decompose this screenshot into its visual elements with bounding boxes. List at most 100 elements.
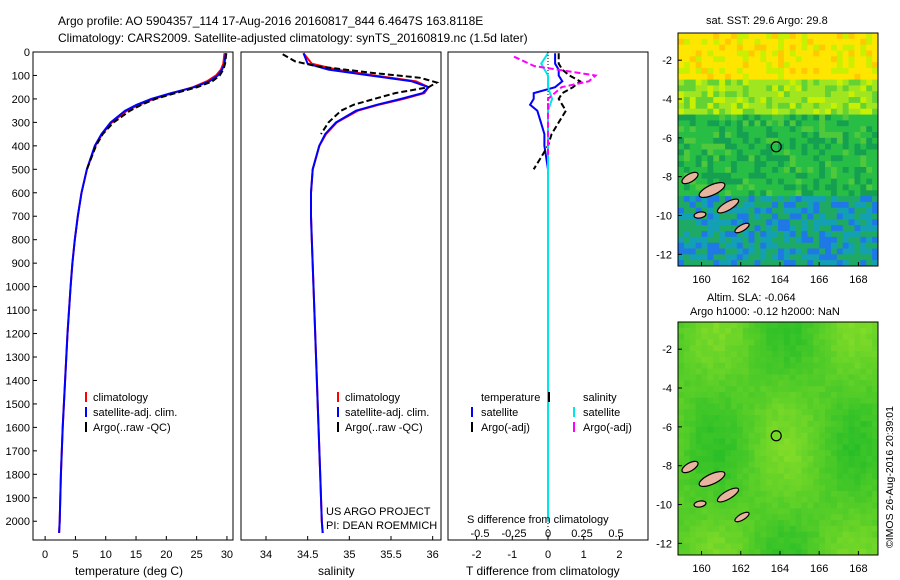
heatmap-cell — [866, 461, 873, 469]
heatmap-cell — [825, 254, 832, 261]
heatmap-cell — [683, 496, 691, 504]
heatmap-cell — [730, 520, 738, 527]
heatmap-cell — [813, 50, 820, 57]
heatmap-cell — [719, 397, 726, 405]
heatmap-cell — [778, 178, 785, 185]
heatmap-cell — [730, 178, 738, 185]
heatmap-cell — [730, 120, 738, 127]
heatmap-cell — [866, 143, 873, 151]
heatmap-cell — [689, 345, 697, 352]
heatmap-cell — [860, 391, 867, 399]
heatmap-cell — [819, 178, 826, 185]
heatmap-cell — [860, 184, 867, 191]
heatmap-cell — [707, 33, 714, 40]
heatmap-cell — [778, 120, 785, 127]
heatmap-cell — [807, 537, 814, 544]
heatmap-cell — [795, 207, 803, 215]
heatmap-cell — [760, 502, 767, 509]
heatmap-cell — [842, 339, 850, 346]
heatmap-cell — [748, 120, 755, 127]
heatmap-cell — [730, 67, 738, 75]
heatmap-cell — [701, 219, 708, 226]
heatmap-cell — [742, 178, 750, 185]
heatmap-cell — [848, 108, 855, 116]
heatmap-cell — [813, 549, 820, 556]
heatmap-cell — [695, 38, 703, 46]
heatmap-cell — [772, 213, 779, 220]
heatmap-cell — [678, 479, 685, 486]
heatmap-cell — [860, 421, 867, 428]
heatmap-cell — [736, 79, 744, 86]
heatmap-cell — [819, 485, 826, 492]
heatmap-cell — [678, 236, 685, 244]
heatmap-cell — [719, 44, 726, 51]
heatmap-cell — [807, 172, 814, 180]
heatmap-cell — [813, 231, 820, 238]
heatmap-cell — [725, 432, 732, 440]
heatmap-cell — [860, 514, 867, 521]
heatmap-cell — [725, 351, 732, 358]
heatmap-cell — [807, 322, 814, 329]
heatmap-cell — [830, 149, 838, 156]
heatmap-cell — [813, 155, 820, 162]
x-tick-label: 5 — [72, 549, 78, 561]
heatmap-cell — [678, 184, 685, 191]
heatmap-cell — [683, 490, 691, 498]
heatmap-cell — [789, 97, 797, 104]
heatmap-cell — [801, 242, 808, 250]
heatmap-cell — [683, 38, 691, 46]
heatmap-cell — [683, 537, 691, 544]
heatmap-cell — [778, 444, 785, 451]
heatmap-cell — [854, 50, 861, 57]
heatmap-cell — [795, 79, 803, 86]
heatmap-cell — [819, 149, 826, 156]
heatmap-cell — [725, 38, 732, 46]
heatmap-cell — [819, 409, 826, 416]
heatmap-cell — [701, 108, 708, 116]
heatmap-cell — [754, 374, 761, 381]
heatmap-cell — [742, 397, 750, 405]
heatmap-cell — [760, 479, 767, 486]
heatmap-cell — [689, 73, 697, 81]
heatmap-cell — [801, 50, 808, 57]
heatmap-cell — [766, 421, 773, 428]
heatmap-cell — [872, 531, 879, 539]
heatmap-cell — [778, 225, 785, 232]
heatmap-cell — [778, 108, 785, 116]
heatmap-cell — [854, 242, 861, 250]
heatmap-cell — [707, 386, 714, 393]
heatmap-cell — [748, 248, 755, 255]
heatmap-cell — [836, 149, 844, 156]
heatmap-cell — [813, 356, 820, 364]
heatmap-cell — [789, 254, 797, 261]
heatmap-cell — [754, 525, 761, 533]
heatmap-cell — [854, 421, 861, 428]
heatmap-cell — [842, 543, 850, 550]
heatmap-cell — [830, 50, 838, 57]
heatmap-cell — [819, 391, 826, 399]
heatmap-cell — [854, 178, 861, 185]
heatmap-cell — [748, 137, 755, 145]
heatmap-cell — [830, 38, 838, 46]
heatmap-cell — [748, 207, 755, 215]
heatmap-cell — [836, 137, 844, 145]
heatmap-cell — [695, 196, 703, 203]
heatmap-cell — [725, 155, 732, 162]
heatmap-cell — [783, 351, 791, 358]
sst-map-frame — [677, 32, 879, 267]
heatmap-cell — [719, 166, 726, 174]
heatmap-cell — [695, 409, 703, 416]
heatmap-cell — [860, 207, 867, 215]
heatmap-cell — [754, 184, 761, 191]
heatmap-cell — [736, 409, 744, 416]
x-tick-label: 25 — [191, 549, 203, 561]
heatmap-cell — [830, 166, 838, 174]
heatmap-cell — [807, 114, 814, 121]
heatmap-cell — [713, 120, 720, 127]
heatmap-cell — [748, 56, 755, 63]
heatmap-cell — [678, 485, 685, 492]
island-shape — [693, 211, 707, 219]
heatmap-cell — [795, 351, 803, 358]
heatmap-cell — [754, 260, 761, 267]
heatmap-cell — [860, 225, 867, 232]
